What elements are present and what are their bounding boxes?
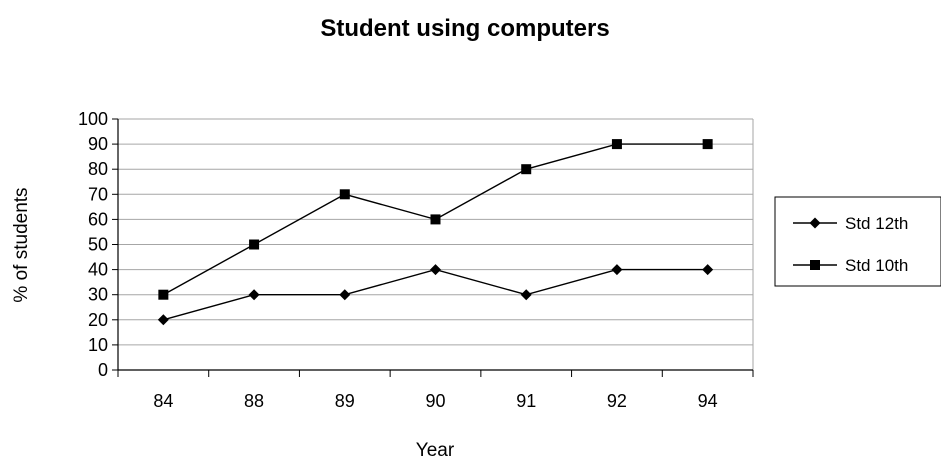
data-point <box>702 264 714 276</box>
data-point <box>430 214 441 225</box>
data-point <box>339 289 351 301</box>
data-point <box>611 264 623 276</box>
data-point <box>430 264 441 276</box>
y-tick-label: 100 <box>78 109 108 129</box>
y-tick-label: 70 <box>88 184 108 204</box>
data-point <box>520 289 532 301</box>
y-tick-label: 10 <box>88 335 108 355</box>
x-tick-label: 91 <box>516 391 536 411</box>
data-point <box>249 239 260 250</box>
y-tick-label: 30 <box>88 285 108 305</box>
y-tick-label: 80 <box>88 159 108 179</box>
x-tick-label: 84 <box>153 391 173 411</box>
y-tick-label: 60 <box>88 209 108 229</box>
legend: Std 12th Std 10th <box>774 196 941 287</box>
legend-label: Std 10th <box>845 256 908 275</box>
x-tick-label: 94 <box>698 391 718 411</box>
y-tick-label: 90 <box>88 134 108 154</box>
y-tick-label: 50 <box>88 235 108 255</box>
x-tick-label: 92 <box>607 391 627 411</box>
legend-label: Std 12th <box>845 214 908 233</box>
x-tick-label: 90 <box>425 391 445 411</box>
chart-title: Student using computers <box>320 15 609 42</box>
y-tick-label: 40 <box>88 260 108 280</box>
legend-marker <box>809 217 821 229</box>
data-point <box>248 289 260 301</box>
y-axis-label: % of students <box>11 187 32 302</box>
data-point <box>521 164 532 175</box>
data-point <box>157 314 169 326</box>
data-point <box>611 139 622 150</box>
data-point <box>702 139 713 150</box>
plot-area: 0 10 20 30 40 50 60 70 80 90 100 84 88 89 90 91 92 94 <box>78 109 754 411</box>
x-tick-label: 89 <box>335 391 355 411</box>
y-tick-label: 20 <box>88 310 108 330</box>
legend-box <box>774 196 941 287</box>
data-point <box>158 289 169 300</box>
data-point <box>339 189 350 200</box>
y-tick-label: 0 <box>98 360 108 380</box>
x-tick-label: 88 <box>244 391 264 411</box>
legend-marker <box>810 260 820 270</box>
x-axis-label: Year <box>416 440 455 461</box>
